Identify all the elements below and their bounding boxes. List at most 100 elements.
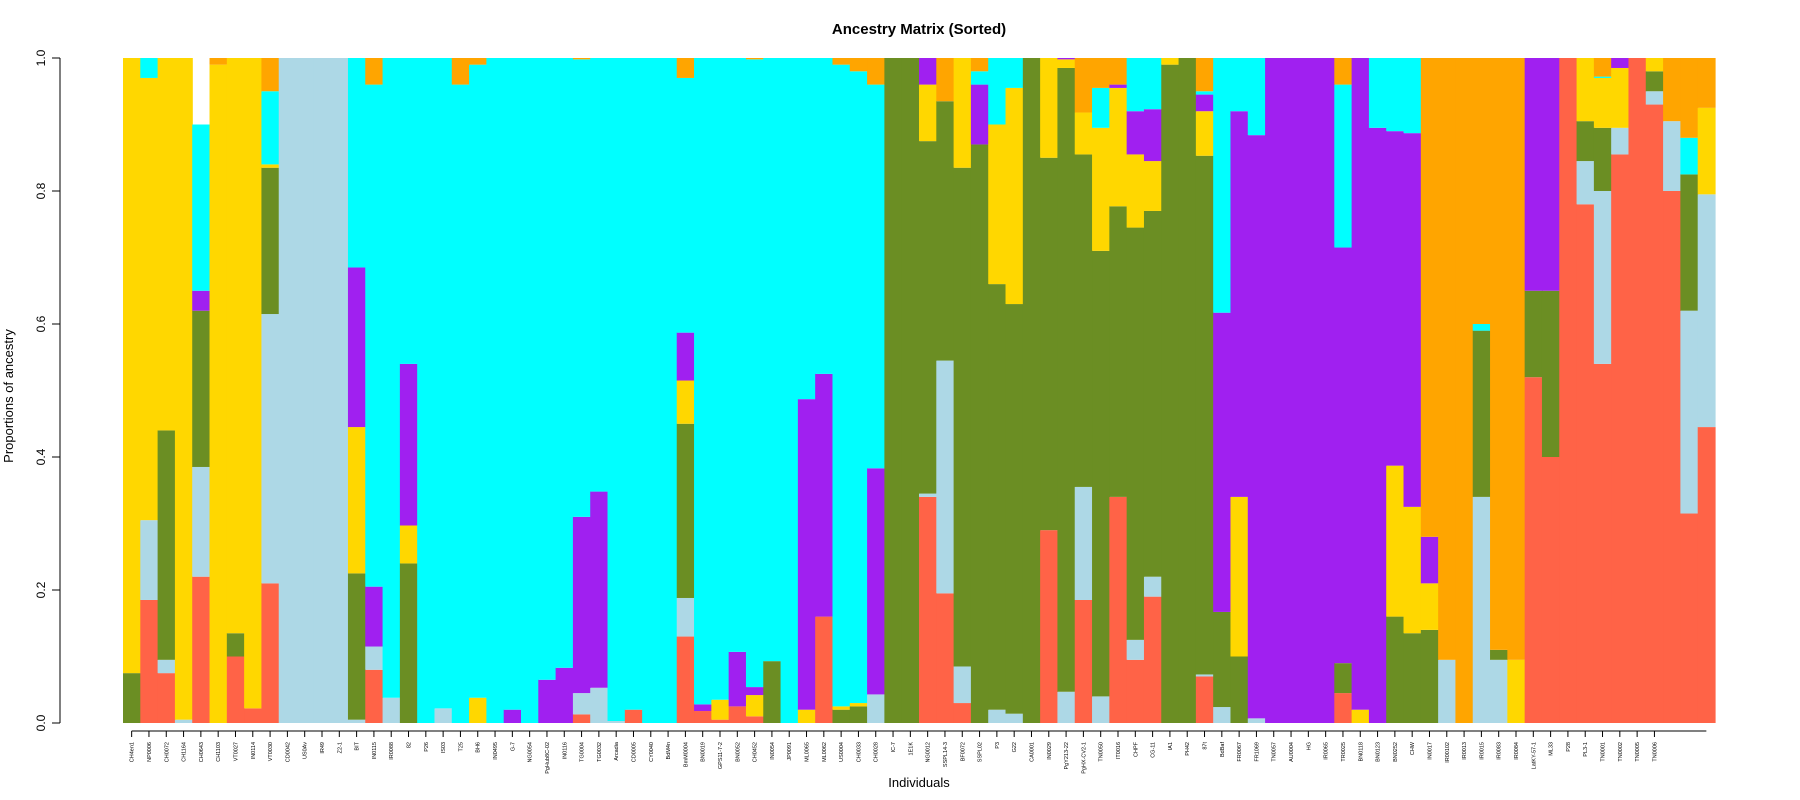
bar-segment-olive xyxy=(399,563,418,723)
bar-segment-olive xyxy=(1109,206,1128,497)
bar-segment-lightblue xyxy=(347,719,366,723)
bar-segment-orange xyxy=(745,58,764,60)
x-tick-label: PgHX-CV2-1 xyxy=(1081,742,1087,774)
y-tick-label: 0.8 xyxy=(34,182,48,199)
bar-segment-gold xyxy=(919,84,937,142)
bar-segment-olive xyxy=(226,633,245,657)
bar-segment-cyan xyxy=(1386,58,1405,132)
bar-segment-gold xyxy=(988,124,1007,285)
x-tick-label: AU0004 xyxy=(1289,742,1295,762)
bar-segment-lightblue xyxy=(434,708,453,723)
bar-segment-olive xyxy=(1420,629,1439,723)
bar-segment-cyan xyxy=(1334,84,1353,248)
bar-segment-cyan xyxy=(780,58,799,723)
bar-segment-cyan xyxy=(1005,58,1024,88)
y-tick-label: 0.0 xyxy=(34,714,48,731)
x-tick-label: IR0065 xyxy=(1324,742,1330,760)
x-tick-label: IN0114 xyxy=(251,742,257,759)
bar-segment-orange xyxy=(936,58,955,102)
bar-segment-cyan xyxy=(711,58,730,700)
bar-segment-olive xyxy=(347,573,366,720)
x-tick-label: PH42 xyxy=(1185,742,1191,756)
x-tick-label: NG0012 xyxy=(926,742,932,763)
x-tick-label: CH0028 xyxy=(874,742,880,762)
bar-segment-purple xyxy=(1143,109,1162,162)
bar-segment-tomato xyxy=(226,656,245,723)
bar-segment-orange xyxy=(1092,58,1110,88)
bar-segment-tomato xyxy=(1541,457,1560,723)
bar-segment-gold xyxy=(226,58,245,634)
bar-segment-olive xyxy=(832,709,851,723)
x-tick-label: BN0118 xyxy=(1358,742,1364,761)
bar-segment-tomato xyxy=(1126,659,1145,723)
x-tick-label: CH0643 xyxy=(199,742,205,762)
bar-segment-purple xyxy=(1611,58,1630,68)
bar-segment-lightblue xyxy=(1213,707,1232,723)
bar-segment-tomato xyxy=(694,711,712,723)
bar-segment-lightblue xyxy=(313,58,332,723)
bar-segment-gold xyxy=(347,427,366,574)
bar-segment-orange xyxy=(1472,58,1491,324)
bar-segment-purple xyxy=(970,84,989,145)
bar-segment-olive xyxy=(849,706,868,724)
bar-segment-cyan xyxy=(434,58,453,709)
x-tick-label: G22 xyxy=(1012,742,1018,752)
bar-segment-cyan xyxy=(261,91,280,165)
x-tick-label: PgHub8C-02 xyxy=(545,742,551,774)
x-tick-label: CA0001 xyxy=(1029,742,1035,762)
bar-segment-cyan xyxy=(659,58,678,723)
x-tick-label: IS03 xyxy=(441,742,447,753)
bar-segment-purple xyxy=(676,332,695,381)
bar-segment-purple xyxy=(1403,133,1422,507)
bar-segment-lightblue xyxy=(192,466,211,577)
bar-segment-orange xyxy=(849,58,868,72)
bar-segment-cyan xyxy=(486,58,505,723)
bar-segment-gold xyxy=(1507,659,1526,723)
bar-segment-gold xyxy=(209,64,228,723)
bar-segment-gold xyxy=(244,58,263,709)
bar-segment-orange xyxy=(365,58,384,85)
bar-segment-tomato xyxy=(1680,513,1699,723)
bar-segment-lightblue xyxy=(365,646,384,670)
bar-segment-cyan xyxy=(1230,58,1249,112)
x-tick-label: P3 xyxy=(995,742,1001,749)
x-tick-label: CH0452 xyxy=(753,742,759,762)
bar-segment-lightblue xyxy=(919,493,937,497)
bar-segment-purple xyxy=(1126,111,1145,155)
x-tick-label: BN0052 xyxy=(735,742,741,762)
bar-segment-cyan xyxy=(1368,58,1387,128)
bar-segment-tomato xyxy=(1611,154,1630,723)
bar-segment-cyan xyxy=(1247,58,1266,136)
y-axis: 0.0 0.2 0.4 0.6 0.8 1.0 xyxy=(34,49,61,731)
bar-segment-gold xyxy=(1593,77,1612,128)
x-tick-label: FR0067 xyxy=(1237,742,1243,762)
bar-segment-cyan xyxy=(970,71,989,85)
x-tick-label: BN0019 xyxy=(701,742,707,762)
bar-segment-gold xyxy=(1403,506,1422,634)
bar-segment-cyan xyxy=(1092,87,1110,128)
bar-segment-lightblue xyxy=(1490,659,1508,723)
x-tick-label: IR0015 xyxy=(1479,742,1485,760)
x-tick-label: JP0091 xyxy=(787,742,793,761)
bar-segment-lightblue xyxy=(1680,310,1699,514)
bar-segment-cyan xyxy=(192,124,211,291)
bar-segment-tomato xyxy=(1334,693,1353,723)
bar-segment-gold xyxy=(953,58,972,168)
bar-segment-purple xyxy=(1420,536,1439,584)
bar-segment-olive xyxy=(192,310,211,467)
bar-segment-olive xyxy=(1005,304,1024,714)
y-tick-label: 0.4 xyxy=(34,448,48,465)
bar-segment-orange xyxy=(1680,58,1699,138)
bar-segment-olive xyxy=(1490,649,1508,660)
x-tick-label: NG0054 xyxy=(528,742,534,763)
bar-segment-purple xyxy=(1317,58,1335,723)
x-tick-label: CD0042 xyxy=(285,742,291,762)
bar-segment-cyan xyxy=(832,64,851,707)
bar-segment-cyan xyxy=(572,59,591,517)
bar-segment-cyan xyxy=(365,84,384,587)
bar-segment-gold xyxy=(1143,161,1162,211)
bar-segment-tomato xyxy=(1195,676,1214,723)
x-tick-label: CH0033 xyxy=(856,742,862,762)
bar-segment-orange xyxy=(1074,58,1093,113)
bar-segment-lightblue xyxy=(676,597,695,637)
